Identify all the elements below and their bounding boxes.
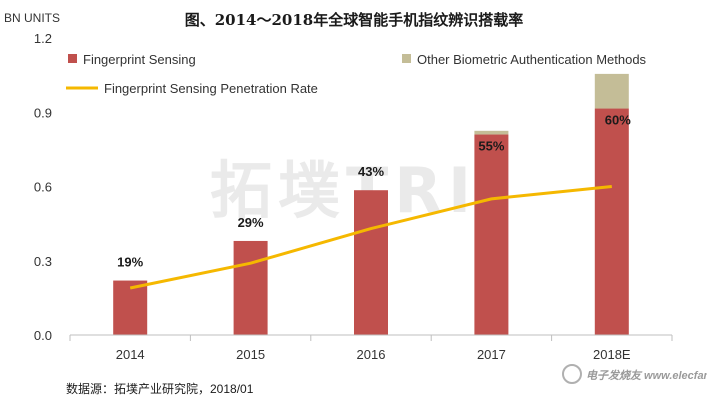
legend-label-fingerprint: Fingerprint Sensing (83, 52, 196, 67)
bar-fingerprint (594, 108, 629, 335)
corner-logo: 电子发烧友 www.elecfans.com (562, 364, 707, 384)
bar-fingerprint (354, 190, 388, 335)
legend-label-other: Other Biometric Authentication Methods (417, 52, 647, 67)
logo-text: 电子发烧友 www.elecfans.com (586, 369, 707, 382)
bar-fingerprint (113, 280, 148, 335)
y-tick-label: 0.0 (34, 328, 52, 343)
penetration-data-label: 19% (117, 255, 143, 270)
x-tick-label: 2015 (236, 347, 265, 362)
legend: Fingerprint Sensing Other Biometric Auth… (66, 52, 647, 96)
x-axis: 2014 2015 2016 2017 2018E (69, 335, 673, 362)
y-tick-label: 0.3 (34, 254, 52, 269)
bar-other (474, 130, 509, 135)
penetration-data-label: 55% (478, 139, 504, 154)
bar-fingerprint (233, 240, 268, 335)
x-tick-label: 2018E (593, 347, 631, 362)
bar-series (113, 73, 629, 335)
y-tick-label: 0.6 (34, 180, 52, 195)
y-axis-unit-label: BN UNITS (4, 11, 60, 25)
penetration-data-label: 29% (238, 215, 264, 230)
penetration-line (129, 185, 612, 290)
penetration-labels: 19% 29% 43% 55% 60% (117, 113, 631, 270)
y-axis: 0.0 0.3 0.6 0.9 1.2 (34, 31, 52, 343)
legend-label-penetration: Fingerprint Sensing Penetration Rate (104, 81, 318, 96)
x-tick-label: 2016 (357, 347, 386, 362)
x-tick-label: 2017 (477, 347, 506, 362)
x-tick-label: 2014 (116, 347, 145, 362)
penetration-data-label: 60% (605, 113, 631, 128)
chart-title: 图、2014～2018年全球智能手机指纹辨识搭载率 (185, 11, 524, 29)
y-tick-label: 1.2 (34, 31, 52, 46)
legend-swatch-other (402, 54, 411, 63)
y-tick-label: 0.9 (34, 105, 52, 120)
logo-icon (562, 364, 582, 384)
bar-other (594, 73, 629, 109)
legend-swatch-fingerprint (68, 54, 77, 63)
source-note: 数据源：拓墣产业研究院，2018/01 (66, 381, 254, 396)
penetration-data-label: 43% (358, 164, 384, 179)
bar-fingerprint (474, 134, 509, 335)
